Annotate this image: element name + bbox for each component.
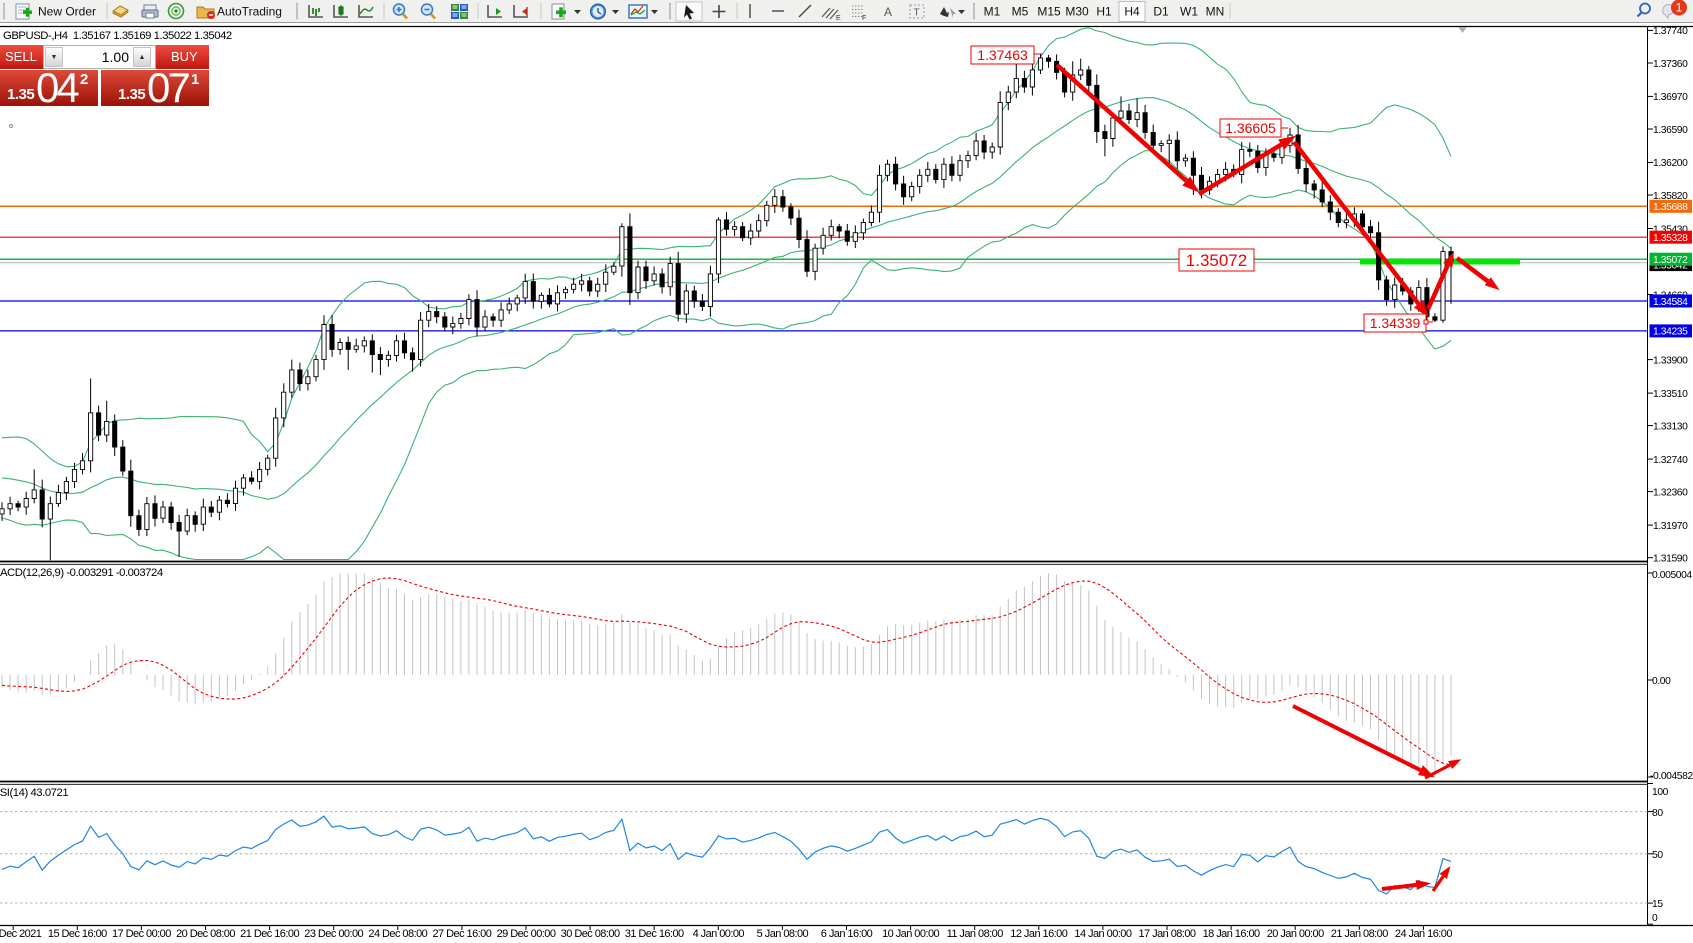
- svg-text:W1: W1: [1180, 5, 1198, 19]
- svg-text:M30: M30: [1065, 5, 1089, 19]
- svg-text:21 Jan 08:00: 21 Jan 08:00: [1331, 928, 1388, 940]
- svg-text:H4: H4: [1124, 5, 1140, 19]
- svg-text:23 Dec 00:00: 23 Dec 00:00: [304, 928, 363, 940]
- svg-text:12 Jan 16:00: 12 Jan 16:00: [1010, 928, 1067, 940]
- svg-text:1.36970: 1.36970: [1653, 92, 1688, 103]
- svg-text:6 Jan 16:00: 6 Jan 16:00: [821, 928, 873, 940]
- svg-text:1.37360: 1.37360: [1653, 59, 1688, 70]
- svg-text:24 Jan 16:00: 24 Jan 16:00: [1395, 928, 1452, 940]
- svg-text:15 Dec 16:00: 15 Dec 16:00: [48, 928, 107, 940]
- svg-text:20 Jan 00:00: 20 Jan 00:00: [1267, 928, 1324, 940]
- svg-text:1.36605: 1.36605: [1225, 120, 1276, 136]
- svg-text:-0.004582: -0.004582: [1650, 771, 1693, 782]
- svg-text:1.33900: 1.33900: [1653, 355, 1688, 366]
- svg-text:1.37740: 1.37740: [1653, 26, 1688, 37]
- svg-text:15: 15: [1652, 899, 1663, 910]
- svg-text:1.35820: 1.35820: [1653, 191, 1688, 202]
- svg-text:17 Jan 08:00: 17 Jan 08:00: [1138, 928, 1195, 940]
- svg-text:RSI(14) 43.0721: RSI(14) 43.0721: [0, 787, 68, 799]
- svg-text:21 Dec 16:00: 21 Dec 16:00: [240, 928, 299, 940]
- svg-text:20 Dec 08:00: 20 Dec 08:00: [176, 928, 235, 940]
- svg-text:A: A: [884, 5, 892, 19]
- svg-text:80: 80: [1652, 808, 1663, 819]
- svg-text:1.34339: 1.34339: [1370, 315, 1421, 331]
- svg-text:1.36590: 1.36590: [1653, 125, 1688, 136]
- svg-text:M5: M5: [1012, 5, 1029, 19]
- svg-text:AutoTrading: AutoTrading: [217, 5, 282, 19]
- svg-text:1.34584: 1.34584: [1653, 297, 1688, 308]
- svg-text:D1: D1: [1153, 5, 1169, 19]
- svg-text:1: 1: [1676, 1, 1683, 15]
- svg-text:1.33510: 1.33510: [1653, 389, 1688, 400]
- svg-text:18 Jan 16:00: 18 Jan 16:00: [1203, 928, 1260, 940]
- svg-text:1.35328: 1.35328: [1653, 233, 1688, 244]
- svg-text:50: 50: [1652, 850, 1663, 861]
- svg-text:0.005004: 0.005004: [1652, 570, 1692, 581]
- svg-text:1.35688: 1.35688: [1653, 202, 1688, 213]
- svg-text:M1: M1: [984, 5, 1001, 19]
- svg-text:F: F: [862, 15, 866, 22]
- svg-text:24 Dec 08:00: 24 Dec 08:00: [368, 928, 427, 940]
- svg-text:1.34235: 1.34235: [1653, 327, 1688, 338]
- svg-text:E: E: [836, 15, 841, 22]
- svg-text:17 Dec 00:00: 17 Dec 00:00: [112, 928, 171, 940]
- svg-text:New Order: New Order: [38, 5, 96, 19]
- svg-text:30 Dec 08:00: 30 Dec 08:00: [561, 928, 620, 940]
- svg-text:1.31590: 1.31590: [1653, 554, 1688, 565]
- svg-text:1.35042: 1.35042: [1653, 260, 1688, 271]
- svg-text:1.35430: 1.35430: [1653, 224, 1688, 235]
- svg-text:0: 0: [1652, 913, 1658, 924]
- svg-text:14 Jan 00:00: 14 Jan 00:00: [1074, 928, 1131, 940]
- svg-text:1.35072: 1.35072: [1186, 251, 1247, 270]
- svg-text:MN: MN: [1206, 5, 1225, 19]
- svg-text:15 Dec 2021: 15 Dec 2021: [0, 928, 42, 940]
- svg-text:27 Dec 16:00: 27 Dec 16:00: [432, 928, 491, 940]
- svg-text:1.32740: 1.32740: [1653, 455, 1688, 466]
- svg-text:10 Jan 00:00: 10 Jan 00:00: [882, 928, 939, 940]
- svg-text:1.31970: 1.31970: [1653, 521, 1688, 532]
- svg-text:1.33130: 1.33130: [1653, 421, 1688, 432]
- svg-text:100: 100: [1652, 787, 1669, 798]
- svg-text:MACD(12,26,9) -0.003291 -0.003: MACD(12,26,9) -0.003291 -0.003724: [0, 567, 163, 579]
- svg-text:1.32360: 1.32360: [1653, 487, 1688, 498]
- svg-text:GBPUSD-,H4 1.35167 1.35169 1.: GBPUSD-,H4 1.35167 1.35169 1.35022 1.350…: [3, 30, 232, 42]
- svg-text:11 Jan 08:00: 11 Jan 08:00: [947, 928, 1004, 940]
- svg-text:T: T: [914, 8, 920, 19]
- svg-text:1.35072: 1.35072: [1653, 255, 1688, 266]
- svg-text:29 Dec 00:00: 29 Dec 00:00: [497, 928, 556, 940]
- svg-text:5 Jan 08:00: 5 Jan 08:00: [757, 928, 809, 940]
- svg-text:1.36200: 1.36200: [1653, 158, 1688, 169]
- svg-text:M15: M15: [1037, 5, 1061, 19]
- svg-text:1.37463: 1.37463: [977, 47, 1028, 63]
- svg-text:31 Dec 16:00: 31 Dec 16:00: [625, 928, 684, 940]
- svg-text:0.00: 0.00: [1652, 676, 1671, 687]
- svg-text:4 Jan 00:00: 4 Jan 00:00: [693, 928, 745, 940]
- svg-text:H1: H1: [1096, 5, 1112, 19]
